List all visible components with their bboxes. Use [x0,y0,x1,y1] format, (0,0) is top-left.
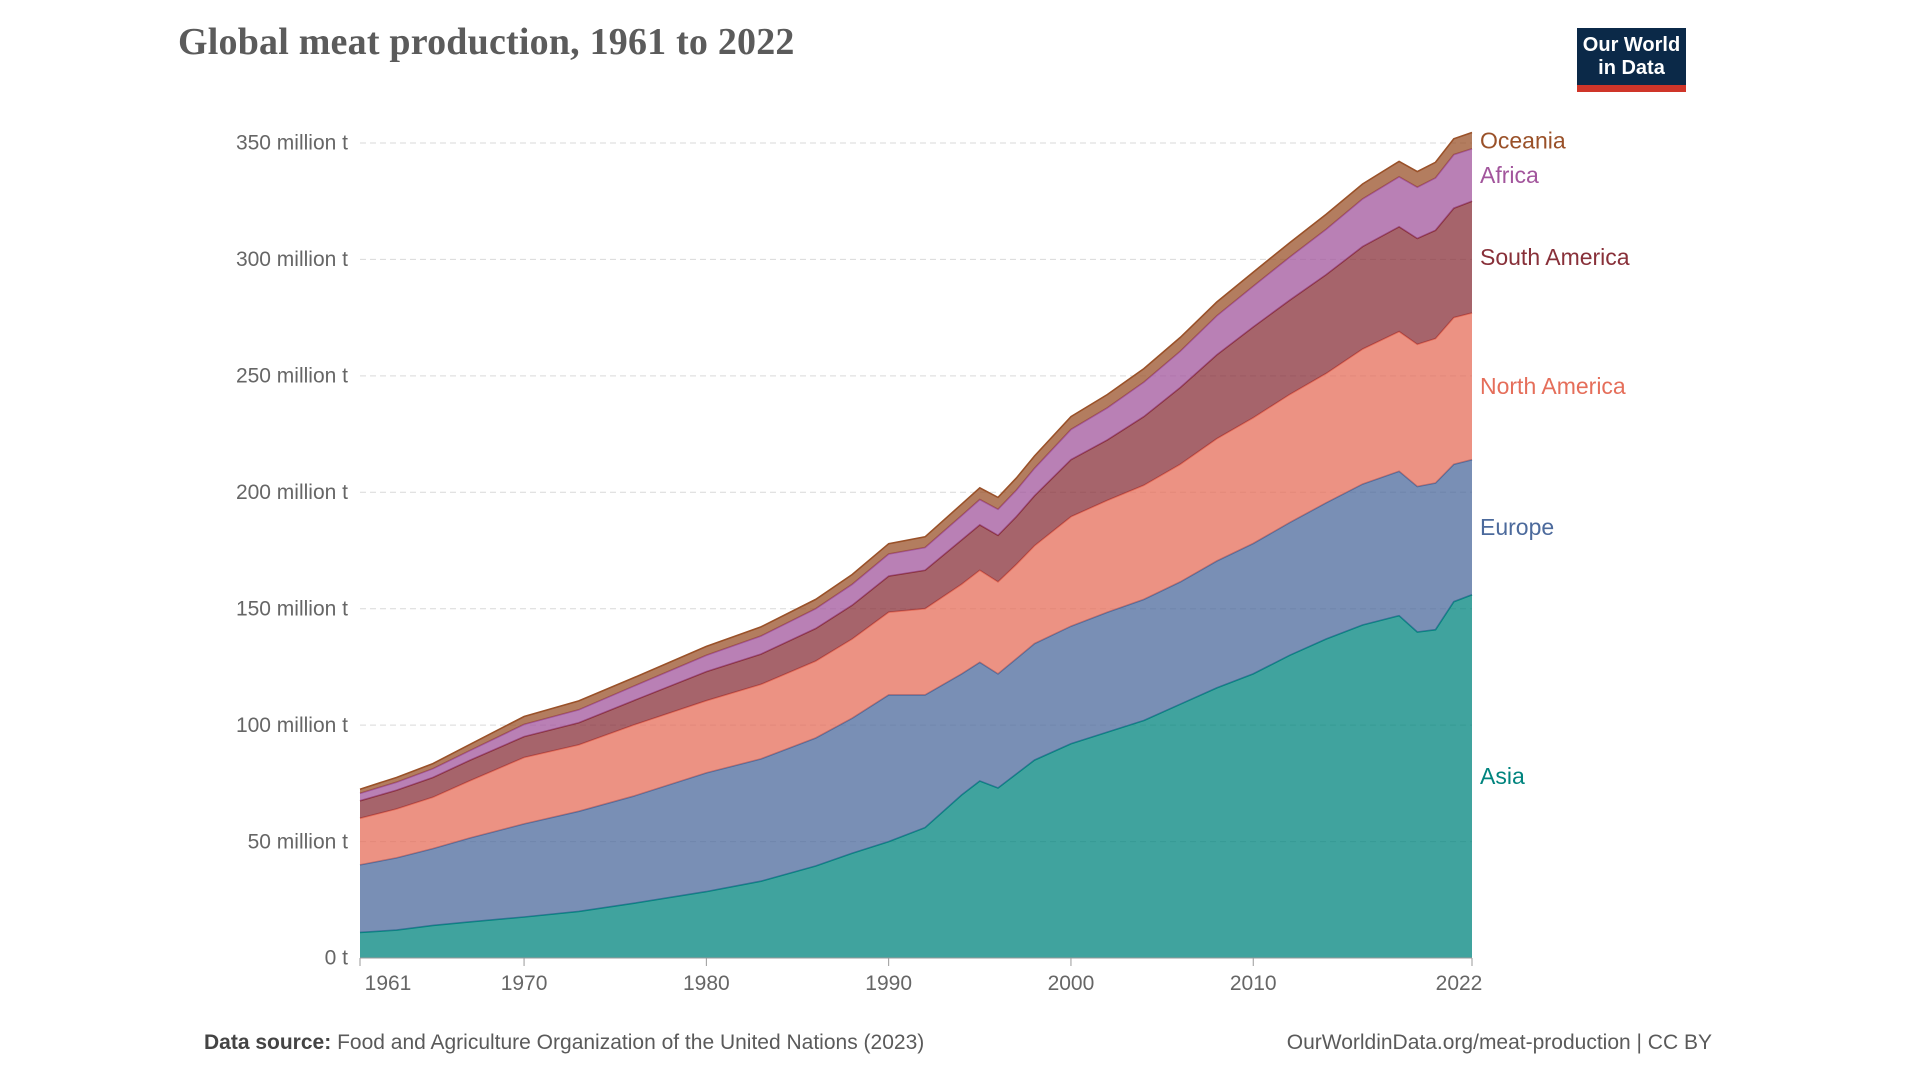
x-axis-label: 1980 [683,972,730,995]
data-source-label: Data source: [204,1031,332,1054]
y-axis-label: 200 million t [236,481,348,504]
x-axis: 1961 1970 1980 1990 2000 2010 2022 [359,957,1483,995]
y-axis-label: 0 t [325,947,349,970]
legend-label-north-america[interactable]: North America [1480,373,1626,399]
legend-label-south-america[interactable]: South America [1480,244,1630,270]
x-axis-label: 2010 [1230,972,1277,995]
area-edge-africa [359,148,1473,795]
x-axis-label: 2022 [1436,972,1483,995]
credit-link[interactable]: OurWorldinData.org/meat-production | CC … [1286,1031,1712,1054]
legend: Asia Europe North America South America Afri… [1480,127,1630,789]
y-axis-label: 350 million t [236,132,348,155]
y-axis-label: 250 million t [236,365,348,388]
areas [359,131,1473,958]
chart-title: Global meat production, 1961 to 2022 [178,21,795,63]
y-axis-label: 300 million t [236,248,348,271]
data-source-text: Food and Agriculture Organization of the… [337,1031,925,1054]
area-south-america[interactable] [360,201,1472,819]
y-axis-label: 150 million t [236,597,348,620]
data-source: Data source: Food and Agriculture Organi… [204,1031,924,1055]
x-axis-label: 1961 [365,972,412,995]
area-north-america[interactable] [360,313,1472,865]
legend-label-oceania[interactable]: Oceania [1480,127,1566,153]
legend-label-asia[interactable]: Asia [1480,763,1525,789]
area-europe[interactable] [360,459,1472,933]
area-edge-oceania [359,131,1473,790]
area-africa[interactable] [360,148,1472,801]
area-oceania[interactable] [360,132,1472,794]
legend-label-africa[interactable]: Africa [1480,162,1539,188]
legend-label-europe[interactable]: Europe [1480,514,1554,540]
x-axis-label: 1970 [501,972,548,995]
y-axis-label: 50 million t [248,830,349,853]
y-axis-label: 100 million t [236,714,348,737]
x-axis-label: 2000 [1048,972,1095,995]
owid-logo[interactable]: Our World in Data [1577,28,1686,92]
area-asia[interactable] [360,594,1472,958]
owid-logo-text: Our World in Data [1582,34,1681,79]
x-axis-label: 1990 [865,972,912,995]
